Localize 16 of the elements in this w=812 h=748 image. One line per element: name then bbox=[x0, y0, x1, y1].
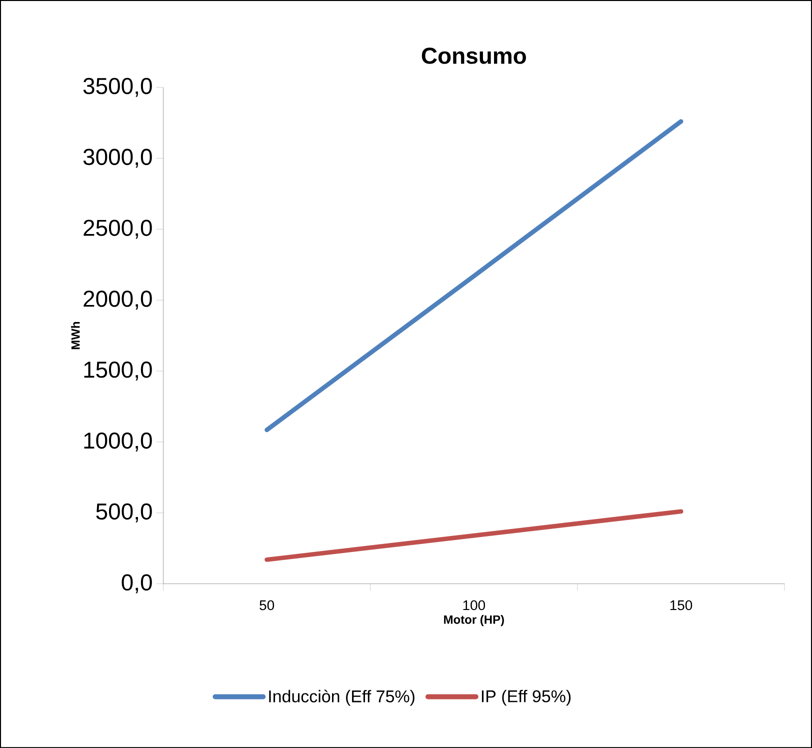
y-tick-label: 3500,0 bbox=[83, 78, 152, 97]
x-axis-title: Motor (HP) bbox=[444, 614, 504, 626]
y-tick-label: 500,0 bbox=[96, 503, 152, 522]
legend-label: IP (Eff 95%) bbox=[482, 690, 571, 706]
legend-label: Inducciòn (Eff 75%) bbox=[269, 690, 414, 706]
chart-title: Consumo bbox=[422, 48, 526, 64]
y-tick-label: 1500,0 bbox=[84, 362, 152, 380]
y-axis-title: MWh bbox=[71, 322, 80, 350]
y-tick-label: 1000,0 bbox=[84, 432, 152, 452]
x-tick-label: 100 bbox=[463, 600, 486, 610]
y-tick-label: 0,0 bbox=[122, 574, 152, 594]
x-tick-label: 50 bbox=[260, 600, 274, 610]
y-tick-label: 2500,0 bbox=[84, 220, 152, 239]
x-tick-label: 150 bbox=[670, 600, 692, 610]
y-tick-label: 3000,0 bbox=[83, 148, 152, 168]
y-tick-label: 2000,0 bbox=[84, 290, 152, 310]
